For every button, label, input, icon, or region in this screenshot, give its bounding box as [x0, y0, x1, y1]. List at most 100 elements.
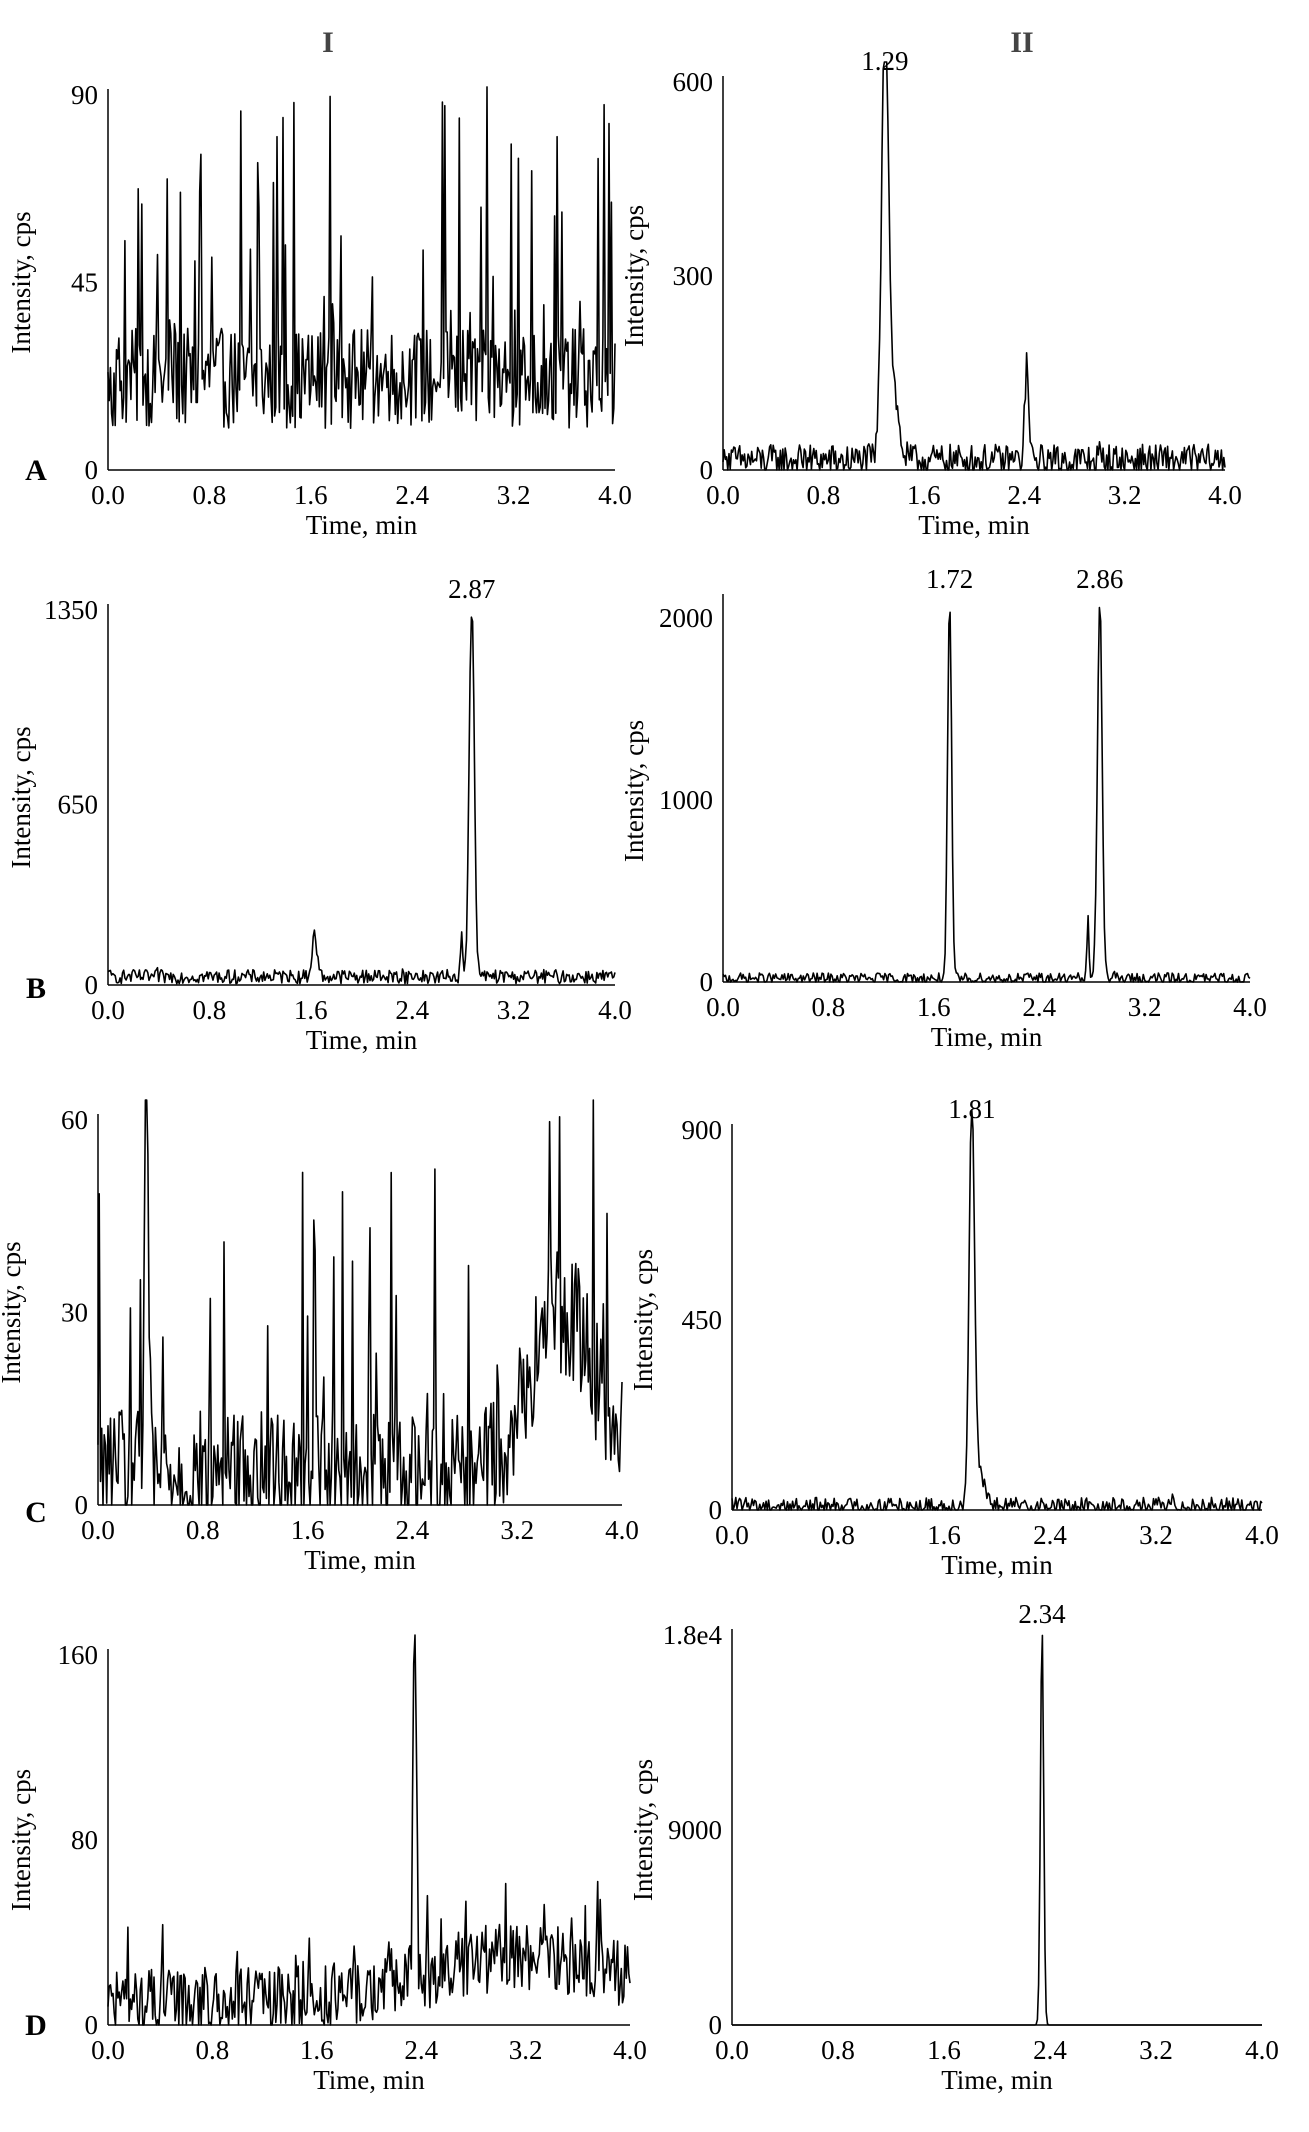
chromatogram-trace: [107, 1634, 631, 2026]
chart-panel-D-I: 0.0 0.8 1.6 2.4 3.2 4.0 0 80 160 Time, min Intensi…: [6, 1634, 647, 2095]
y-tick-label: 300: [673, 261, 714, 291]
x-tick-label: 0.0: [81, 1515, 115, 1545]
y-tick-label: 0: [700, 455, 714, 485]
peak-label: 2.86: [1076, 564, 1123, 594]
x-tick-label: 0.0: [706, 992, 740, 1022]
y-axis-label: Intensity, cps: [619, 720, 649, 862]
y-tick-label: 0: [85, 970, 99, 1000]
chart-panel-C-II: 0.0 0.8 1.6 2.4 3.2 4.0 0 450 900 Time, min Intens…: [628, 1094, 1279, 1580]
x-tick-label: 4.0: [1208, 480, 1242, 510]
peak-label: 1.72: [926, 564, 973, 594]
x-tick-label: 2.4: [395, 995, 429, 1025]
chart-panel-B-II: 0.0 0.8 1.6 2.4 3.2 4.0 0 1000 2000 Time, min Inte…: [619, 564, 1267, 1052]
x-tick-label: 2.4: [1033, 1520, 1067, 1550]
x-axis-label: Time, min: [918, 510, 1030, 540]
x-axis-label: Time, min: [304, 1545, 416, 1575]
chromatogram-trace: [731, 1109, 1263, 1511]
y-axis-label: Intensity, cps: [6, 1769, 36, 1911]
x-tick-label: 0.8: [193, 480, 227, 510]
peak-label: 1.81: [948, 1094, 995, 1124]
x-tick-label: 4.0: [613, 2035, 647, 2065]
x-tick-label: 4.0: [1245, 2035, 1279, 2065]
peak-label: 2.34: [1018, 1599, 1066, 1629]
y-tick-label: 1350: [44, 595, 98, 625]
x-tick-label: 4.0: [598, 995, 632, 1025]
chromatogram-trace: [97, 1099, 623, 1506]
x-tick-label: 3.2: [500, 1515, 534, 1545]
x-tick-label: 3.2: [497, 995, 531, 1025]
chart-panel-D-II: 0.0 0.8 1.6 2.4 3.2 4.0 0 9000 1.8e4 Time, min Int…: [628, 1599, 1279, 2095]
x-tick-label: 0.8: [812, 992, 846, 1022]
y-tick-label: 60: [61, 1105, 88, 1135]
x-axis-label: Time, min: [306, 510, 418, 540]
x-axis-label: Time, min: [313, 2065, 425, 2095]
x-tick-label: 4.0: [605, 1515, 639, 1545]
chart-panel-A-I: 0.0 0.8 1.6 2.4 3.2 4.0 0 45 90 Time, min Intensit…: [6, 80, 632, 540]
x-tick-label: 1.6: [927, 1520, 961, 1550]
x-tick-label: 4.0: [598, 480, 632, 510]
y-tick-label: 90: [71, 80, 98, 110]
y-tick-label: 650: [58, 789, 99, 819]
chromatogram-trace: [732, 1634, 1262, 2026]
y-axis-label: Intensity, cps: [0, 1241, 26, 1383]
y-tick-label: 160: [58, 1640, 99, 1670]
chromatogram-trace: [722, 606, 1251, 983]
chromatogram-trace: [722, 61, 1226, 471]
x-axis-label: Time, min: [941, 1550, 1053, 1580]
x-tick-label: 3.2: [1139, 1520, 1173, 1550]
x-tick-label: 3.2: [509, 2035, 543, 2065]
y-tick-label: 600: [673, 67, 714, 97]
x-tick-label: 2.4: [1007, 480, 1041, 510]
x-tick-label: 4.0: [1233, 992, 1267, 1022]
y-tick-label: 0: [709, 1495, 723, 1525]
x-tick-label: 2.4: [1033, 2035, 1067, 2065]
x-tick-label: 1.6: [927, 2035, 961, 2065]
x-tick-label: 0.8: [821, 1520, 855, 1550]
y-tick-label: 0: [700, 967, 714, 997]
x-tick-label: 3.2: [497, 480, 531, 510]
chart-panel-C-I: 0.0 0.8 1.6 2.4 3.2 4.0 0 30 60 Time, min Intensit…: [0, 1099, 639, 1575]
y-tick-label: 30: [61, 1298, 88, 1328]
panel-label-B: B: [26, 972, 46, 1005]
x-tick-label: 2.4: [395, 480, 429, 510]
x-tick-label: 2.4: [404, 2035, 438, 2065]
y-axis-label: Intensity, cps: [6, 211, 36, 353]
chromatogram-trace: [107, 86, 616, 429]
x-tick-label: 1.6: [300, 2035, 334, 2065]
x-tick-label: 0.8: [807, 480, 841, 510]
y-axis-label: Intensity, cps: [6, 726, 36, 868]
x-axis-label: Time, min: [306, 1025, 418, 1055]
x-tick-label: 0.8: [186, 1515, 220, 1545]
column-header-II: II: [1010, 26, 1033, 59]
y-tick-label: 0: [709, 2010, 723, 2040]
x-tick-label: 1.6: [291, 1515, 325, 1545]
peak-label: 1.29: [861, 46, 908, 76]
x-tick-label: 3.2: [1139, 2035, 1173, 2065]
chromatogram-trace: [107, 616, 616, 985]
y-tick-label: 450: [682, 1305, 723, 1335]
x-tick-label: 0.0: [91, 2035, 125, 2065]
chart-panel-B-I: 0.0 0.8 1.6 2.4 3.2 4.0 0 650 1350 Time, min Inten…: [6, 574, 632, 1055]
x-axis-label: Time, min: [931, 1022, 1043, 1052]
y-tick-label: 1.8e4: [663, 1620, 723, 1650]
x-tick-label: 0.0: [715, 2035, 749, 2065]
y-tick-label: 0: [85, 455, 99, 485]
y-tick-label: 900: [682, 1115, 723, 1145]
x-tick-label: 2.4: [1022, 992, 1056, 1022]
panel-label-A: A: [25, 454, 47, 487]
x-tick-label: 2.4: [396, 1515, 430, 1545]
column-header-I: I: [322, 26, 334, 59]
x-tick-label: 3.2: [1108, 480, 1142, 510]
peak-label: 2.87: [448, 574, 495, 604]
x-tick-label: 1.6: [294, 480, 328, 510]
x-tick-label: 0.0: [91, 995, 125, 1025]
panel-label-C: C: [25, 1496, 47, 1529]
y-tick-label: 0: [85, 2010, 99, 2040]
y-tick-label: 2000: [659, 603, 713, 633]
x-tick-label: 0.8: [821, 2035, 855, 2065]
x-tick-label: 0.0: [706, 480, 740, 510]
x-tick-label: 0.8: [196, 2035, 230, 2065]
x-tick-label: 1.6: [294, 995, 328, 1025]
y-axis-label: Intensity, cps: [628, 1759, 658, 1901]
